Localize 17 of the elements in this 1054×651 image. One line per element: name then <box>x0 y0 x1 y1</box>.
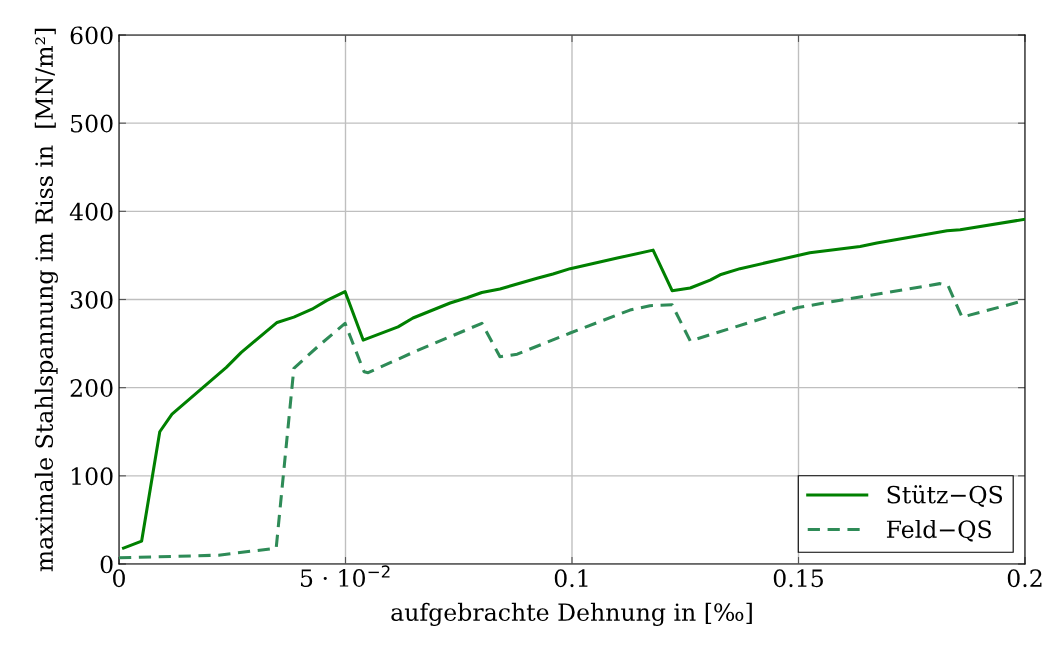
x-tick-label: 5 · 10$^{−2}$ <box>300 565 390 587</box>
legend-label: Feld−QS <box>886 519 991 542</box>
line-series <box>122 217 1025 550</box>
x-tick-label: 0 <box>113 569 125 588</box>
y-tick-label: 200 <box>70 379 113 397</box>
x-tick-label: 0.1 <box>554 569 588 588</box>
y-tick-label: 100 <box>71 467 113 486</box>
y-tick-label: 400 <box>69 202 113 221</box>
x-tick-label: 0.2 <box>1007 569 1042 588</box>
y-tick-label: 500 <box>71 114 113 133</box>
x-tick-label: 0.15 <box>773 569 823 588</box>
y-axis-title: maximale Stahlspannung im Riss in [MN/m²] <box>34 28 58 572</box>
x-axis-title: aufgebrachte Dehnung in [‰] <box>391 602 752 627</box>
legend-label: Stütz−QS <box>887 485 1003 507</box>
y-tick-label: 0 <box>100 555 113 574</box>
y-tick-label: 600 <box>70 26 113 45</box>
y-tick-label: 300 <box>70 290 113 309</box>
